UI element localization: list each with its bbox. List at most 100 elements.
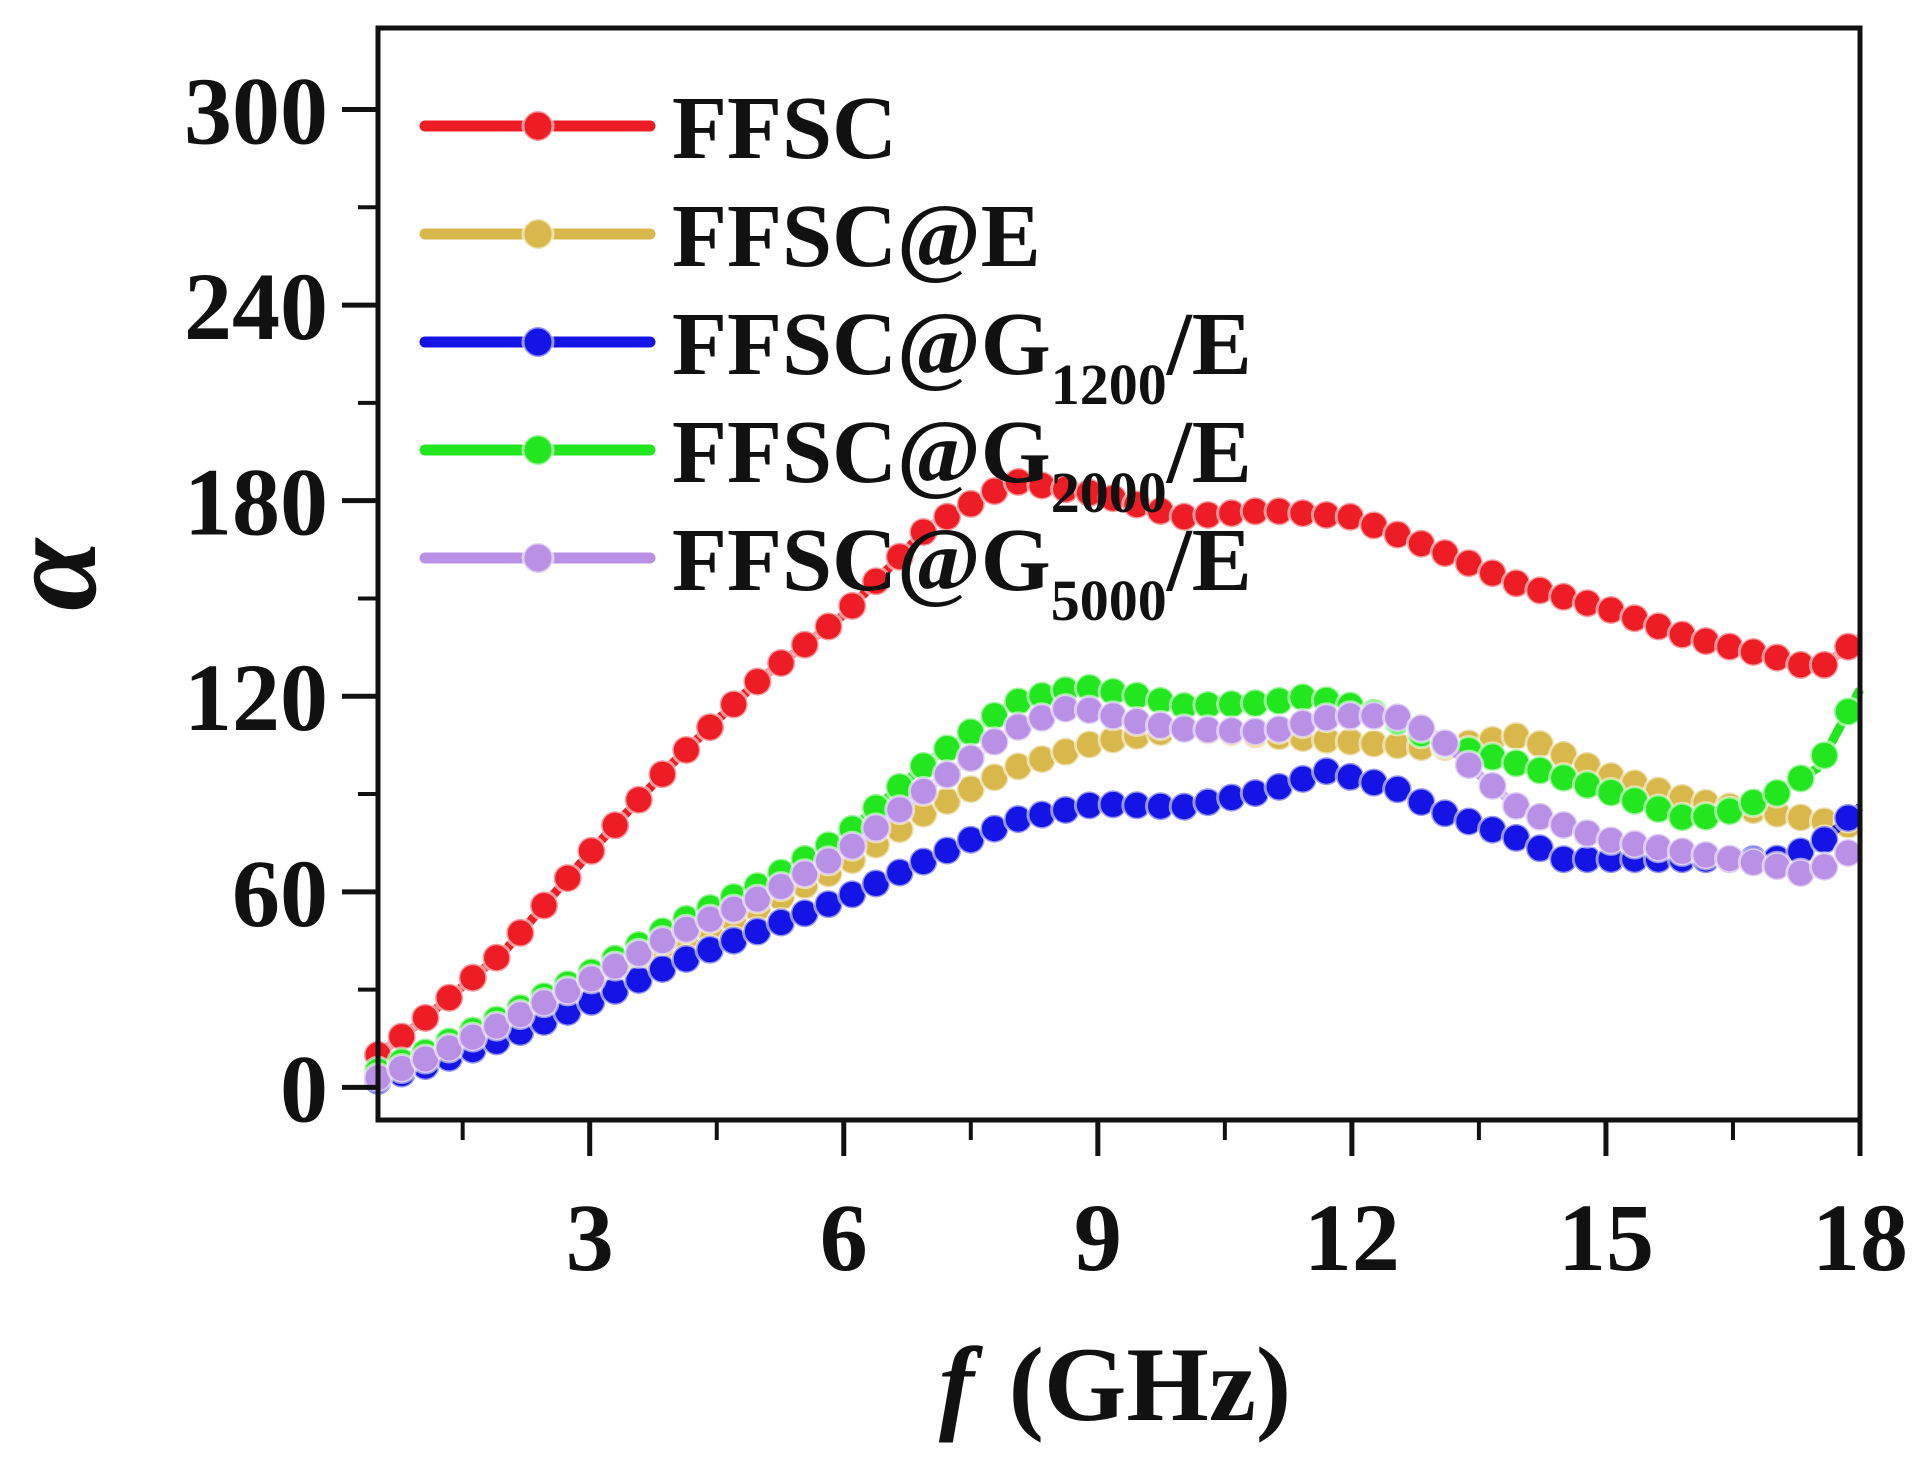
y-tick-label: 0 (280, 1035, 328, 1142)
x-tick-label: 6 (820, 1184, 868, 1291)
data-point (931, 501, 963, 533)
legend-label-main: FFSC@G (672, 511, 1051, 610)
legend-label-tail: /E (1166, 295, 1252, 394)
series-4 (362, 693, 1864, 1094)
x-axis-label-symbol: f (939, 1326, 984, 1443)
data-point (694, 711, 726, 743)
y-tick-label: 120 (184, 644, 328, 751)
x-tick-label: 3 (566, 1184, 614, 1291)
data-point (741, 666, 773, 698)
data-point (765, 647, 797, 679)
data-point (1785, 762, 1817, 794)
data-point (504, 917, 536, 949)
legend-marker (521, 325, 555, 359)
legend-label: FFSC@E (672, 187, 1041, 286)
x-tick-label: 15 (1558, 1184, 1654, 1291)
data-point (1808, 851, 1840, 883)
data-point (789, 629, 821, 661)
legend-label-subscript: 5000 (1051, 568, 1167, 633)
data-point (575, 963, 607, 995)
legend-item-2: FFSC@G1200/E (419, 295, 1252, 417)
legend-marker (521, 109, 555, 143)
x-tick-label: 12 (1304, 1184, 1400, 1291)
legend-item-3: FFSC@G2000/E (419, 403, 1252, 525)
data-point (1429, 727, 1461, 759)
data-point (552, 862, 584, 894)
data-point (813, 845, 844, 877)
data-point (741, 883, 773, 915)
data-point (1808, 649, 1840, 681)
legend-label-subscript: 1200 (1051, 352, 1167, 417)
legend-item-4: FFSC@G5000/E (419, 511, 1252, 633)
data-point (623, 784, 655, 816)
legend-label: FFSC (672, 79, 897, 178)
data-point (789, 858, 821, 890)
legend-label: FFSC@G2000/E (672, 403, 1252, 525)
data-point (765, 871, 797, 902)
legend-label-subscript: 2000 (1051, 460, 1167, 525)
legend-label-main: FFSC@E (672, 187, 1041, 286)
data-point (528, 890, 560, 921)
data-point (1382, 773, 1414, 805)
data-point (647, 758, 678, 790)
legend-label: FFSC@G5000/E (672, 511, 1252, 633)
data-point (599, 950, 631, 982)
legend-label-main: FFSC@G (672, 295, 1051, 394)
data-point (836, 830, 868, 862)
y-axis-label: α (0, 537, 124, 611)
series-0 (362, 466, 1864, 1071)
legend-label-tail: /E (1166, 511, 1252, 610)
data-point (433, 982, 465, 1014)
y-tick-label: 60 (232, 840, 328, 947)
data-point (955, 742, 987, 774)
data-point (409, 1002, 441, 1034)
data-point (1453, 749, 1485, 781)
data-point (1761, 777, 1793, 809)
data-point (884, 794, 916, 826)
data-point (1477, 770, 1508, 802)
data-point (836, 590, 868, 622)
y-tick-label: 240 (184, 253, 328, 360)
data-point (955, 488, 987, 520)
data-point (907, 775, 939, 807)
data-point (623, 937, 655, 969)
y-tick-label: 300 (184, 57, 328, 164)
y-tick-label: 180 (184, 449, 328, 556)
legend-marker (521, 541, 555, 575)
legend: FFSCFFSC@EFFSC@G1200/EFFSC@G2000/EFFSC@G… (419, 79, 1252, 633)
plot-area (362, 466, 1864, 1097)
data-point (481, 942, 513, 974)
data-point (813, 611, 844, 642)
legend-label-main: FFSC@G (672, 403, 1051, 502)
data-point (599, 809, 631, 841)
data-point (884, 541, 916, 573)
data-point (907, 516, 939, 548)
axes: 0 60 120 180 240 300 3 6 9 12 15 18 (184, 57, 1908, 1291)
legend-label-main: FFSC (672, 79, 897, 178)
data-point (1405, 712, 1437, 744)
series-1 (362, 713, 1864, 1094)
plot-frame (375, 25, 1863, 1123)
data-point (1808, 739, 1840, 771)
data-point (931, 759, 963, 791)
legend-label-tail: /E (1166, 403, 1252, 502)
data-point (860, 812, 892, 844)
series-line (376, 701, 1863, 1082)
data-point (670, 734, 702, 766)
legend-marker (521, 217, 555, 251)
legend-item-0: FFSC (419, 79, 897, 178)
legend-label: FFSC@G1200/E (672, 295, 1252, 417)
x-axis-label: f (GHz) (939, 1326, 1291, 1443)
data-point (979, 726, 1010, 758)
x-tick-label: 18 (1812, 1184, 1908, 1291)
data-point (457, 962, 489, 994)
data-point (860, 565, 892, 597)
legend-item-1: FFSC@E (419, 187, 1041, 286)
x-tick-label: 9 (1074, 1184, 1122, 1291)
data-point (575, 835, 607, 867)
legend-marker (521, 433, 555, 467)
x-axis-label-unit: (GHz) (1009, 1326, 1292, 1443)
data-point (718, 688, 750, 720)
